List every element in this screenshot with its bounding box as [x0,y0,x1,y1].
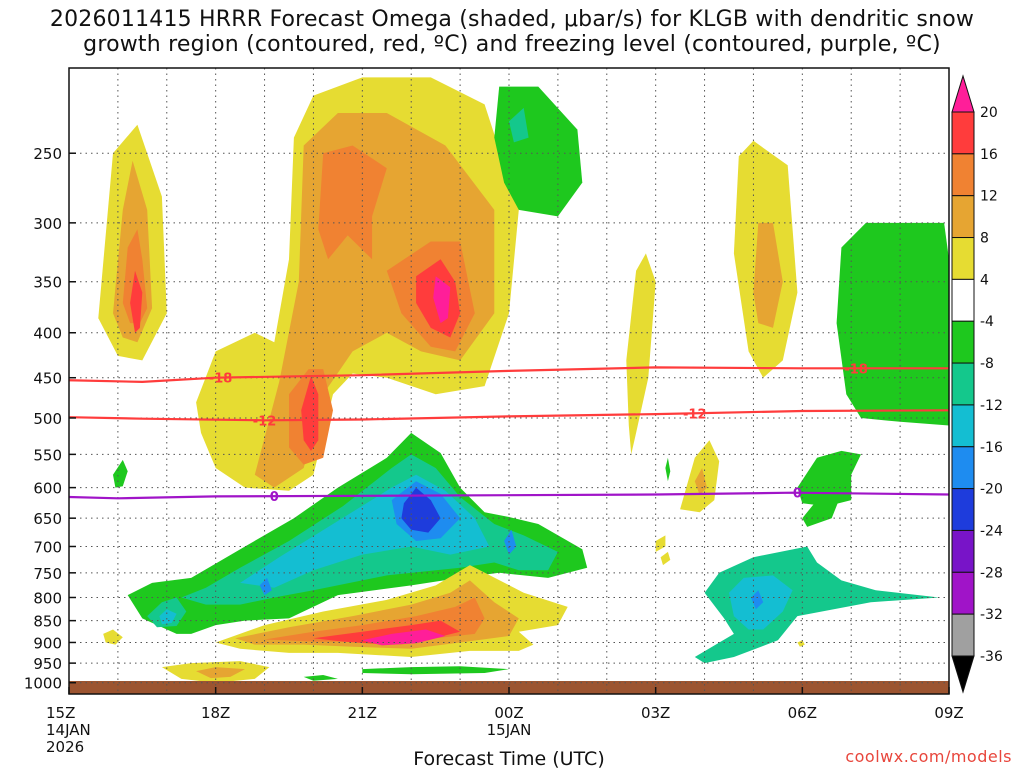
contour-label--18-1: -18 [844,362,868,377]
y-tick-label-950: 950 [33,655,62,673]
colorbar-label--20: -20 [980,482,1003,498]
contour-label--18-0: -18 [209,372,233,387]
omega-region-21 [836,222,949,426]
colorbar-label--16: -16 [980,440,1003,456]
colorbar-label-4: 4 [980,272,989,288]
y-tick-label-500: 500 [33,410,62,428]
omega-region-18 [665,457,671,482]
colorbar-label-20: 20 [980,105,998,121]
colorbar-box-4 [951,237,975,280]
omega-region-34 [694,546,940,664]
colorbar-label-8: 8 [980,231,989,247]
omega-region-20 [753,222,783,328]
colorbar-box-9 [951,446,975,490]
contour-label--12-0: -12 [253,414,277,429]
contour-label-0-1: 0 [793,487,802,502]
x-tick-label-6-0: 21Z [348,704,377,722]
y-tick-label-650: 650 [33,510,62,528]
omega-region-6 [318,145,387,260]
y-tick-label-1000: 1000 [24,675,62,693]
omega-region-32 [504,529,517,555]
colorbar-box-10 [951,488,975,531]
y-tick-label-250: 250 [33,145,62,163]
omega-region-36 [751,590,764,610]
omega-region-17 [694,468,707,496]
colorbar-box-5 [951,278,975,322]
colorbar-box-11 [951,529,975,573]
omega-region-48 [797,640,805,647]
y-tick-label-550: 550 [33,446,62,464]
x-tick-label-0-2: 2026 [46,738,84,756]
contour-line-0 [69,491,949,500]
x-tick-label-3-0: 18Z [201,704,230,722]
contour-label--12-1: -12 [683,407,707,422]
colorbar-legend: 20 16 12 8 4 -4 -8 -12 -16 -20 -24 -28 -32 -36 [951,74,1003,694]
contour-line--12 [69,409,949,422]
omega-region-44 [196,667,245,679]
y-tick-label-300: 300 [33,215,62,233]
omega-region-45 [362,666,509,675]
omega-region-42 [362,629,446,646]
colorbar-label-12: 12 [980,189,998,205]
contour-line--18 [69,366,949,384]
colorbar-label--32: -32 [980,607,1003,623]
y-tick-label-600: 600 [33,480,62,498]
colorbar-box-12 [951,571,975,615]
colorbar-top-arrow [951,74,975,113]
source-credit: coolwx.com/models [845,747,1012,766]
y-tick-label-700: 700 [33,538,62,556]
colorbar-box-2 [951,153,975,197]
colorbar-box-1 [951,111,975,155]
x-tick-label-0-1: 14JAN [46,721,91,739]
y-tick-label-450: 450 [33,370,62,388]
y-tick-label-350: 350 [33,274,62,292]
x-tick-label-18-0: 09Z [934,704,963,722]
colorbar-box-6 [951,320,975,364]
colorbar-label--8: -8 [980,356,994,372]
y-tick-label-850: 850 [33,613,62,631]
omega-region-10 [433,276,451,324]
omega-region-31 [259,577,272,596]
x-tick-label-9-1: 15JAN [487,721,532,739]
x-tick-label-9-0: 00Z [494,704,523,722]
y-tick-label-900: 900 [33,634,62,652]
x-tick-label-12-0: 03Z [641,704,670,722]
omega-region-15 [655,535,666,552]
y-tick-label-800: 800 [33,589,62,607]
omega-region-23 [113,459,128,488]
omega-region-3 [130,270,143,333]
x-tick-label-0-0: 15Z [46,704,75,722]
colorbar-label-16: 16 [980,147,998,163]
contour-label-0-0: 0 [270,490,279,505]
colorbar-box-7 [951,362,975,406]
y-tick-label-750: 750 [33,565,62,583]
omega-region-13 [509,107,529,143]
chart-title-line-1: 2026011415 HRRR Forecast Omega (shaded, … [49,7,975,32]
colorbar-bottom-arrow [951,655,975,694]
colorbar-label--24: -24 [980,523,1003,539]
omega-region-47 [660,551,671,566]
omega-region-14 [626,253,656,455]
omega-region-46 [303,675,338,681]
y-tick-label-400: 400 [33,325,62,343]
x-tick-label-15-0: 06Z [788,704,817,722]
colorbar-label--12: -12 [980,398,1003,414]
colorbar-label--36: -36 [980,649,1003,665]
colorbar-label--4: -4 [980,314,994,330]
colorbar-label--28: -28 [980,565,1003,581]
colorbar-box-8 [951,404,975,448]
omega-region-33 [401,487,441,533]
chart-title-line-2: growth region (contoured, red, ºC) and f… [83,32,941,57]
colorbar-box-13 [951,613,975,657]
omega-region-11 [301,376,319,451]
colorbar-box-3 [951,195,975,239]
x-axis-label: Forecast Time (UTC) [413,748,604,768]
